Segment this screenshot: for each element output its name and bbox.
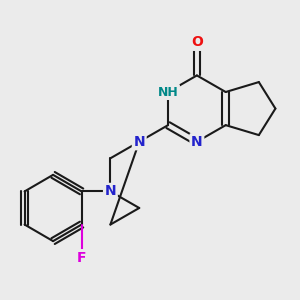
Text: NH: NH [158,85,178,98]
Text: N: N [191,135,203,149]
Text: O: O [191,35,203,49]
Text: N: N [134,135,145,149]
Text: N: N [105,184,116,198]
Text: F: F [77,251,86,265]
